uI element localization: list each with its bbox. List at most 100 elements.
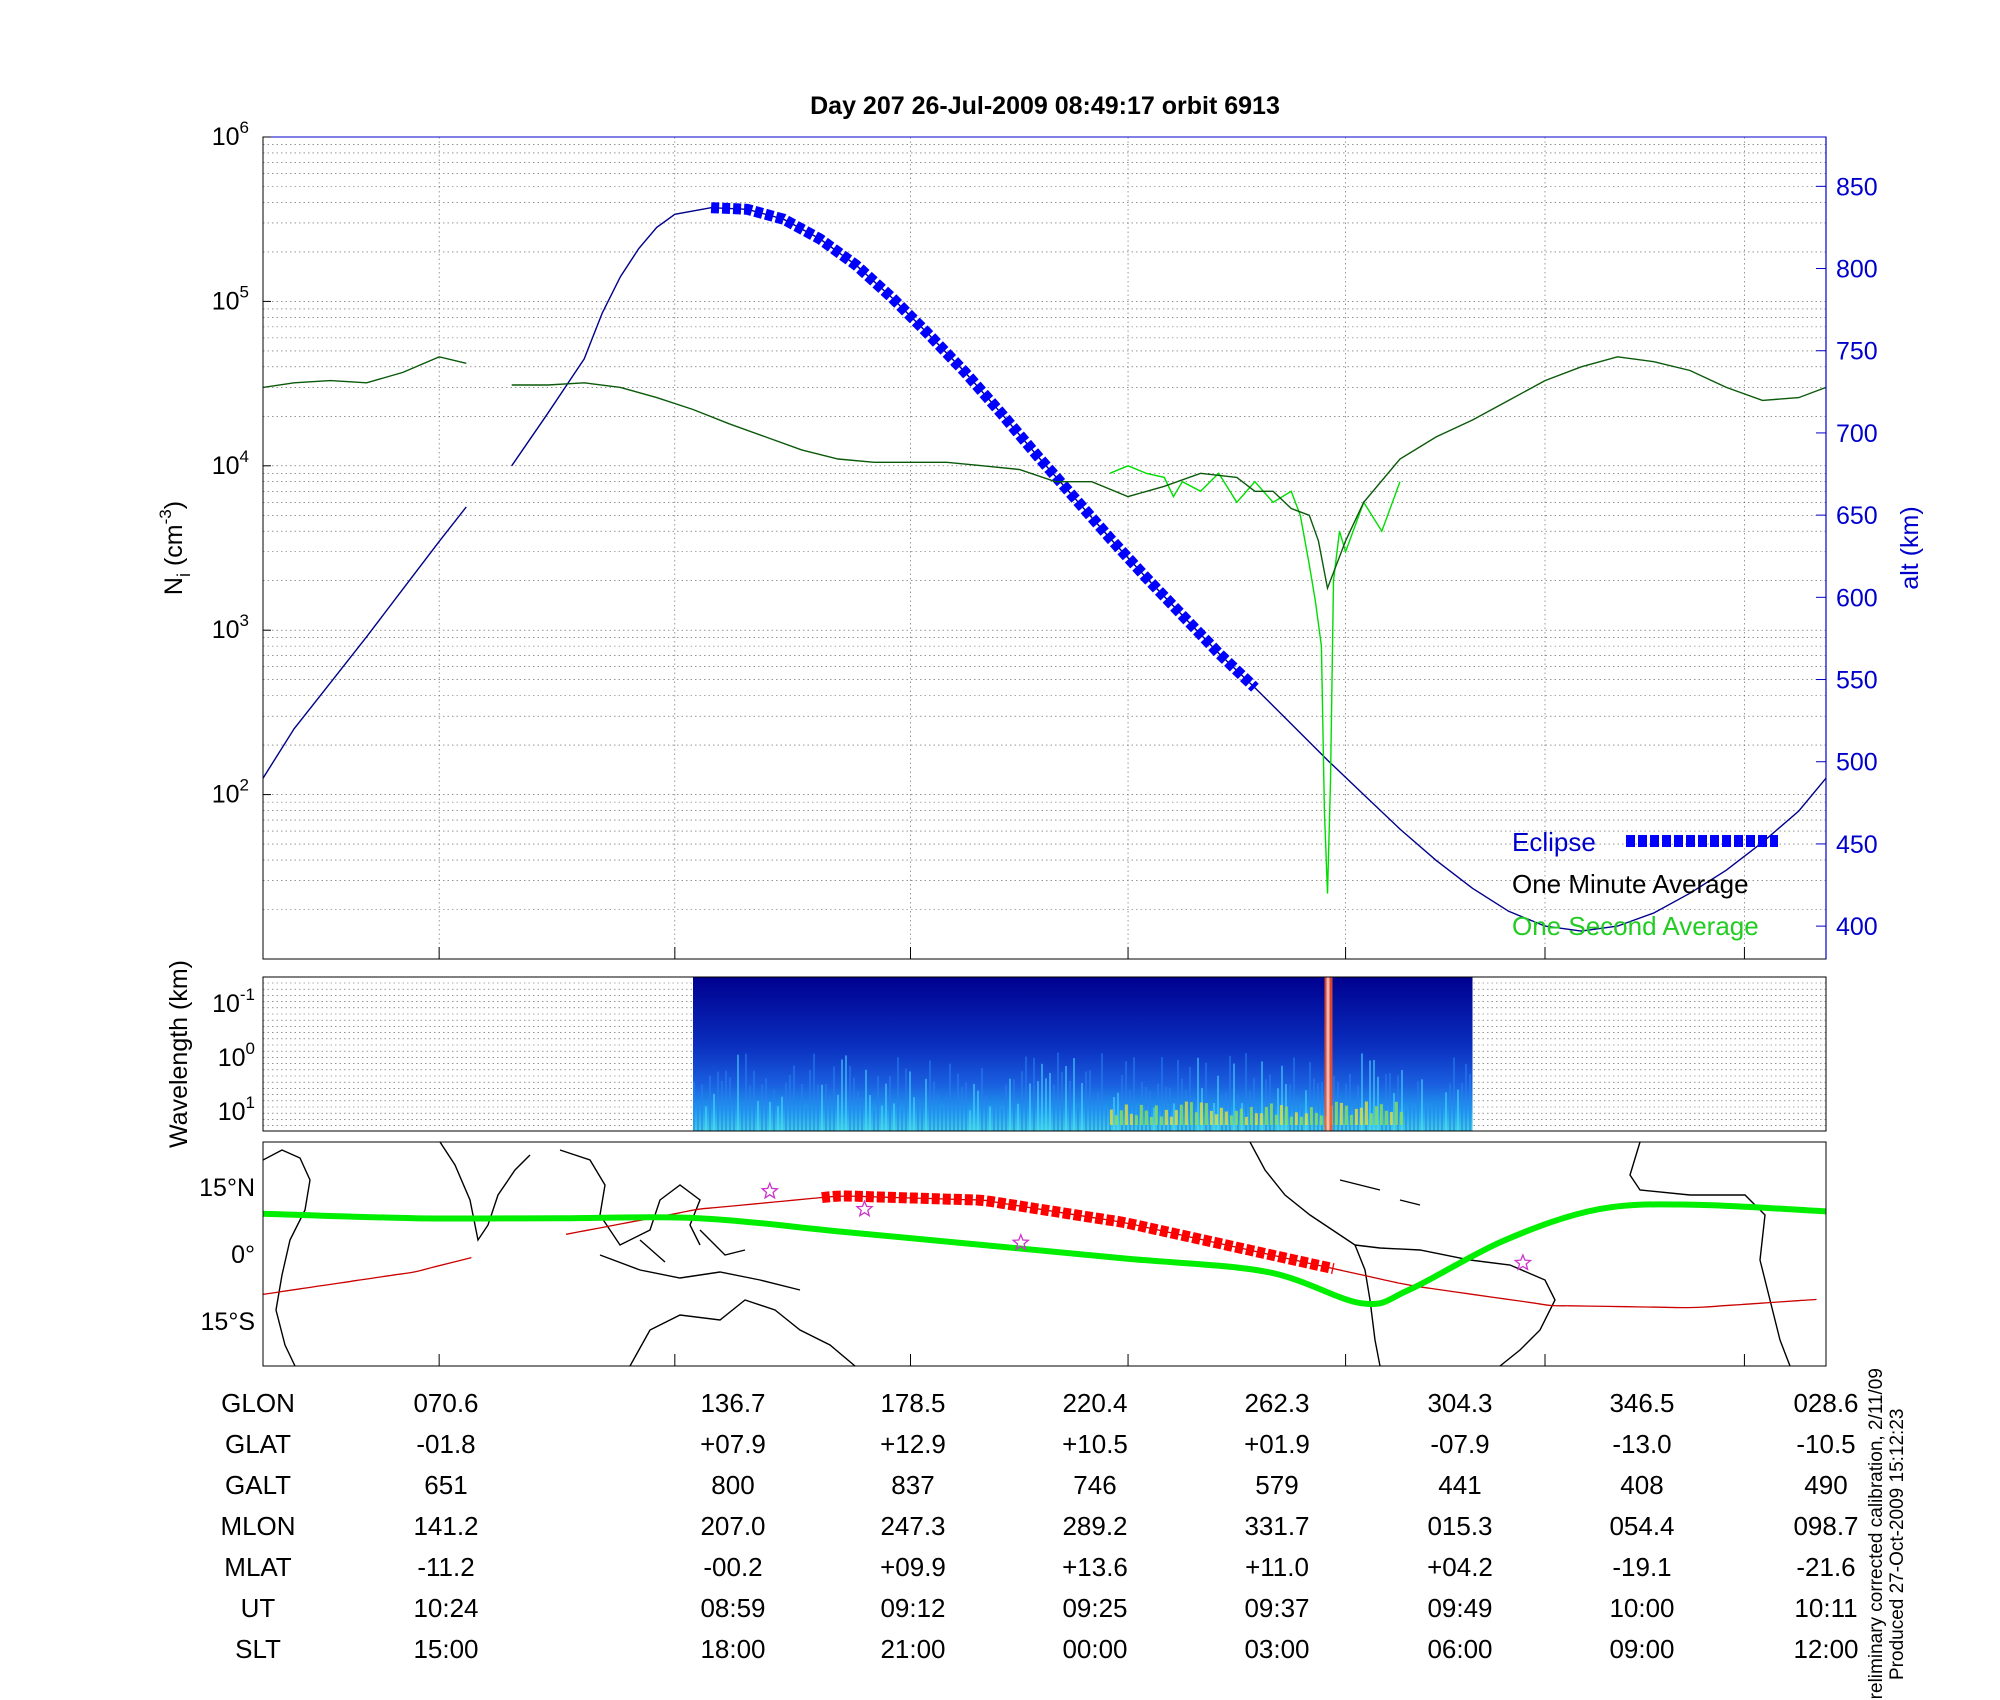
spectrogram-streak <box>1337 1081 1339 1131</box>
spectrogram-streak <box>941 1107 943 1131</box>
spectrogram-streak <box>1114 1115 1118 1125</box>
spectrogram-streak <box>1257 1103 1259 1131</box>
density-time-grid <box>438 137 1745 959</box>
map-panel: 15°N 0° 15°S <box>199 1141 1827 1367</box>
spectrogram-streak <box>1129 1090 1131 1131</box>
spectrogram-streak <box>1265 1079 1267 1131</box>
spectrogram-streak <box>1013 1079 1015 1131</box>
spectrogram-streak <box>793 1065 795 1131</box>
coast-caribbean <box>1339 1179 1421 1206</box>
coast-southeast-asia <box>559 1149 701 1246</box>
spectrogram-streak <box>1097 1092 1099 1131</box>
spectrogram-y-label: Wavelength (km) <box>165 960 193 1148</box>
spectrogram-streak <box>821 1084 823 1131</box>
spectrogram-streak <box>1377 1076 1379 1131</box>
spectrogram-streak <box>1177 1059 1179 1131</box>
spectrogram-streak <box>1105 1108 1107 1131</box>
spectrogram-streak <box>1049 1072 1051 1131</box>
spectrogram-streak <box>1413 1107 1415 1131</box>
table-cell: 09:00 <box>1609 1634 1674 1664</box>
spectrogram-streak <box>721 1081 723 1131</box>
spectrogram-streak <box>1209 1110 1213 1125</box>
spectrogram-streak <box>1389 1073 1391 1131</box>
spectrogram-streak <box>1259 1113 1263 1125</box>
spectrogram-streak <box>1317 1083 1319 1131</box>
spectrogram-streak <box>1421 1079 1423 1131</box>
spectrogram-streak <box>1161 1057 1163 1131</box>
spectrogram-streak <box>1299 1116 1303 1125</box>
spectrogram-streak <box>817 1084 819 1131</box>
table-cell: +11.0 <box>1245 1552 1309 1582</box>
table-cell: 09:25 <box>1062 1593 1127 1623</box>
spectrogram-streak <box>1214 1114 1218 1125</box>
table-cell: 054.4 <box>1609 1511 1674 1541</box>
coast-indonesia <box>599 1229 801 1291</box>
table-cell: 651 <box>424 1470 467 1500</box>
spectrogram-streak <box>1321 1082 1323 1131</box>
spectrogram-streak <box>1033 1057 1035 1131</box>
spectrogram-streak <box>1437 1104 1439 1131</box>
spectrogram-streak <box>1373 1060 1375 1131</box>
spectrogram-streak <box>1045 1078 1047 1131</box>
altitude-tick-label: 450 <box>1836 831 1878 859</box>
table-cell: 800 <box>711 1470 754 1500</box>
spectrogram-streak <box>1319 1115 1323 1125</box>
spectrogram-streak <box>1029 1083 1031 1131</box>
spectrogram-streak <box>1184 1101 1188 1125</box>
spectrogram-streak <box>1193 1097 1195 1131</box>
table-cell: -11.2 <box>417 1552 474 1582</box>
ground-site-stars <box>760 1181 1533 1271</box>
spectrogram-streak <box>777 1106 779 1131</box>
spectrogram-streak <box>1369 1113 1373 1125</box>
spectrogram-streak <box>1194 1112 1198 1125</box>
spectrogram-streak <box>753 1070 755 1131</box>
spectrogram-streak <box>1304 1113 1308 1125</box>
spectrogram-streak <box>929 1060 931 1131</box>
spectrogram-streak <box>1041 1063 1043 1131</box>
one-minute-average-line <box>263 356 1826 591</box>
spectrogram-streak <box>785 1082 787 1131</box>
spectrogram-streak <box>1364 1101 1368 1125</box>
altitude-ticks: 400 450 500 550 600 650 700 750 800 850 <box>1816 173 1878 941</box>
spectrogram-streak <box>989 1106 991 1131</box>
spectrogram-streak <box>733 1100 735 1131</box>
spectrogram-streak <box>701 1084 703 1131</box>
table-cell: +04.2 <box>1427 1552 1493 1582</box>
spectrogram-streak <box>1173 1103 1175 1131</box>
density-panel-frame <box>263 137 1826 959</box>
spectrogram-streak <box>1189 1102 1193 1125</box>
spectrogram-streak <box>1334 1101 1338 1125</box>
table-cell: 289.2 <box>1062 1511 1127 1541</box>
spectrogram-streak <box>945 1097 947 1131</box>
spectrogram-streak <box>773 1089 775 1131</box>
spectrogram-streak <box>1169 1087 1171 1131</box>
spectrogram-streak <box>1389 1112 1393 1125</box>
spectrogram-streak <box>853 1077 855 1131</box>
spectrogram-streak <box>1359 1107 1363 1125</box>
spectrogram-streak <box>893 1103 895 1131</box>
density-panel: 102 103 104 105 106 400 450 500 550 600 650 700 750… <box>156 118 1924 960</box>
spectrogram-streak <box>1129 1113 1133 1125</box>
spectrogram-streak <box>789 1074 791 1131</box>
spectrogram-streak <box>737 1054 739 1131</box>
spectrogram-streak <box>1309 1062 1311 1131</box>
spectrogram-streak <box>1109 1109 1113 1125</box>
altitude-tick-label: 550 <box>1836 667 1878 695</box>
table-cell: 03:00 <box>1244 1634 1309 1664</box>
spectrogram-streak <box>909 1071 911 1131</box>
altitude-tick-label: 400 <box>1836 913 1878 941</box>
spectrogram-streak <box>1279 1105 1283 1125</box>
spectrogram-streak <box>1204 1103 1208 1125</box>
spectrogram-streak <box>1025 1056 1027 1131</box>
calibration-note-line-1: Preliminary corrected calibration, 2/11/… <box>1866 1368 1887 1700</box>
coast-australia <box>629 1299 856 1366</box>
density-tick-label: 105 <box>212 282 249 315</box>
spectrogram-streak <box>1164 1109 1168 1125</box>
spectrogram-streak <box>1369 1060 1371 1131</box>
table-cell: -07.9 <box>1430 1429 1489 1459</box>
spectrogram-streak <box>1145 1086 1147 1131</box>
spectrogram-tick-label: 100 <box>218 1039 255 1072</box>
table-cell: 262.3 <box>1244 1388 1309 1418</box>
table-cell: 247.3 <box>880 1511 945 1541</box>
spectrogram-streak <box>1179 1104 1183 1125</box>
